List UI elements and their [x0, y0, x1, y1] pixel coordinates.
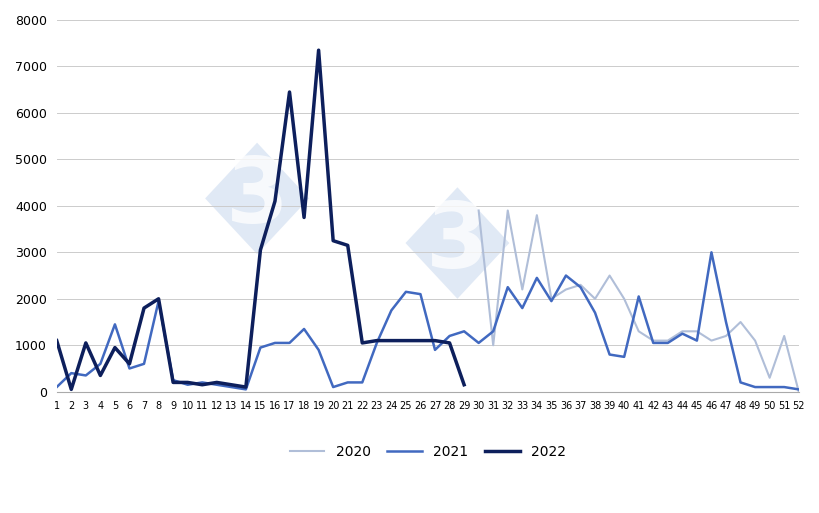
- 2021: [52, 384, 61, 390]
- 2020: [764, 374, 774, 381]
- Text: 3: 3: [426, 199, 488, 287]
- Polygon shape: [405, 187, 509, 299]
- 2022: [241, 384, 251, 390]
- 2022: [430, 338, 440, 344]
- 2022: [299, 214, 309, 221]
- 2022: [139, 305, 149, 311]
- 2020: [662, 338, 672, 344]
- 2022: [284, 89, 294, 95]
- 2022: [66, 386, 76, 392]
- 2020: [778, 333, 788, 339]
- 2021: [793, 386, 803, 392]
- 2020: [691, 328, 701, 334]
- 2022: [81, 340, 91, 346]
- Line: 2021: 2021: [57, 252, 798, 389]
- 2022: [197, 382, 207, 388]
- 2020: [532, 212, 541, 218]
- Legend: 2020, 2021, 2022: 2020, 2021, 2022: [284, 440, 571, 465]
- 2022: [226, 382, 236, 388]
- 2020: [604, 272, 613, 279]
- 2022: [95, 372, 105, 379]
- 2021: [459, 328, 468, 334]
- 2020: [618, 295, 628, 302]
- 2020: [473, 207, 483, 213]
- Polygon shape: [205, 143, 309, 254]
- 2020: [676, 328, 686, 334]
- 2020: [502, 207, 512, 213]
- 2022: [256, 247, 265, 253]
- 2020: [633, 328, 643, 334]
- 2021: [545, 298, 555, 304]
- 2022: [183, 379, 192, 385]
- Text: 3: 3: [225, 154, 288, 243]
- 2020: [590, 295, 600, 302]
- 2020: [487, 342, 497, 348]
- 2022: [168, 379, 178, 385]
- 2022: [211, 379, 221, 385]
- 2020: [648, 338, 658, 344]
- 2020: [517, 286, 527, 292]
- 2020: [560, 286, 570, 292]
- 2022: [314, 47, 324, 53]
- 2022: [124, 361, 134, 367]
- 2022: [459, 382, 468, 388]
- 2021: [241, 386, 251, 392]
- 2022: [400, 338, 410, 344]
- 2020: [735, 319, 744, 325]
- 2022: [328, 238, 337, 244]
- 2022: [342, 242, 352, 248]
- 2021: [110, 321, 120, 327]
- 2022: [372, 338, 382, 344]
- 2020: [706, 338, 716, 344]
- 2022: [444, 340, 454, 346]
- 2022: [269, 198, 279, 204]
- 2022: [110, 345, 120, 351]
- 2022: [52, 338, 61, 344]
- 2022: [153, 295, 163, 302]
- 2021: [517, 305, 527, 311]
- 2020: [793, 389, 803, 395]
- 2021: [706, 249, 716, 255]
- 2021: [328, 384, 337, 390]
- 2020: [720, 333, 730, 339]
- 2020: [575, 282, 585, 288]
- 2022: [357, 340, 367, 346]
- 2021: [415, 291, 425, 297]
- Line: 2020: 2020: [478, 210, 798, 392]
- Line: 2022: 2022: [57, 50, 464, 389]
- 2022: [415, 338, 425, 344]
- 2022: [386, 338, 396, 344]
- 2020: [545, 295, 555, 302]
- 2020: [749, 338, 759, 344]
